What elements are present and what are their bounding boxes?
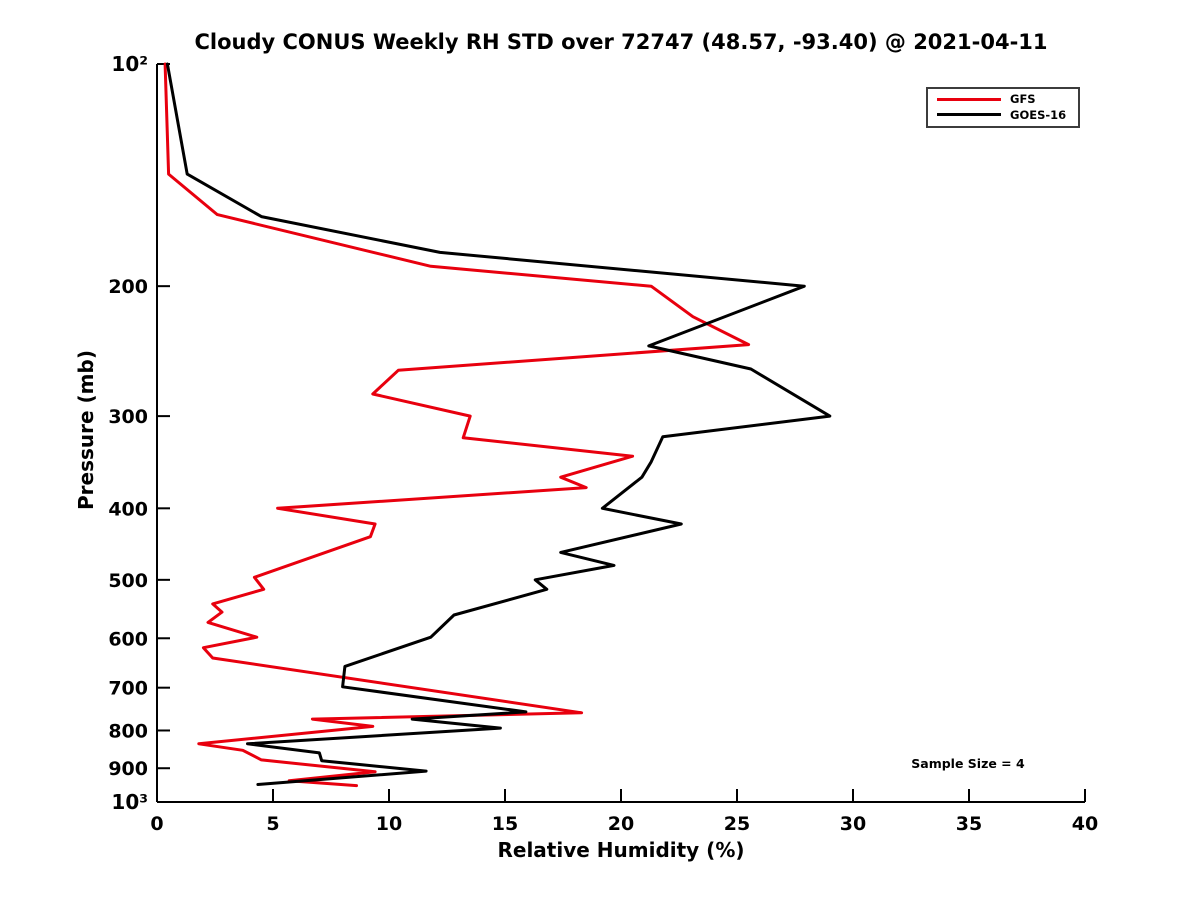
- y-tick-label: 10³: [111, 790, 148, 814]
- legend-label-gfs: GFS: [1010, 92, 1036, 106]
- y-tick-label: 200: [108, 276, 148, 298]
- x-tick-label: 35: [956, 813, 982, 835]
- sample-size-annotation: Sample Size = 4: [911, 756, 1025, 771]
- y-tick-label: 400: [108, 498, 148, 520]
- x-axis-label: Relative Humidity (%): [497, 838, 745, 862]
- gfs-line-swatch: [937, 97, 1001, 101]
- legend-item-gfs: GFS: [937, 93, 1066, 106]
- x-tick-label: 5: [266, 813, 279, 835]
- x-tick-label: 30: [840, 813, 866, 835]
- y-tick-label: 900: [108, 758, 148, 780]
- chart-title: Cloudy CONUS Weekly RH STD over 72747 (4…: [194, 30, 1048, 54]
- y-tick-label: 800: [108, 720, 148, 742]
- y-tick-label: 300: [108, 406, 148, 428]
- x-tick-label: 10: [376, 813, 402, 835]
- y-tick-label: 600: [108, 628, 148, 650]
- x-tick-label: 25: [724, 813, 750, 835]
- y-tick-label: 10²: [111, 52, 148, 76]
- y-tick-label: 500: [108, 570, 148, 592]
- goes16-line-swatch: [937, 113, 1001, 117]
- x-tick-label: 0: [150, 813, 163, 835]
- legend-item-goes16: GOES-16: [937, 107, 1067, 122]
- goes16-line: [165, 62, 832, 786]
- y-tick-label: 700: [108, 678, 148, 700]
- legend-label-goes16: GOES-16: [1010, 107, 1067, 122]
- x-tick-label: 20: [608, 813, 634, 835]
- x-tick-label: 40: [1072, 813, 1098, 835]
- gfs-line: [163, 62, 751, 788]
- legend: GFS GOES-16: [926, 87, 1081, 129]
- x-tick-label: 15: [492, 813, 518, 835]
